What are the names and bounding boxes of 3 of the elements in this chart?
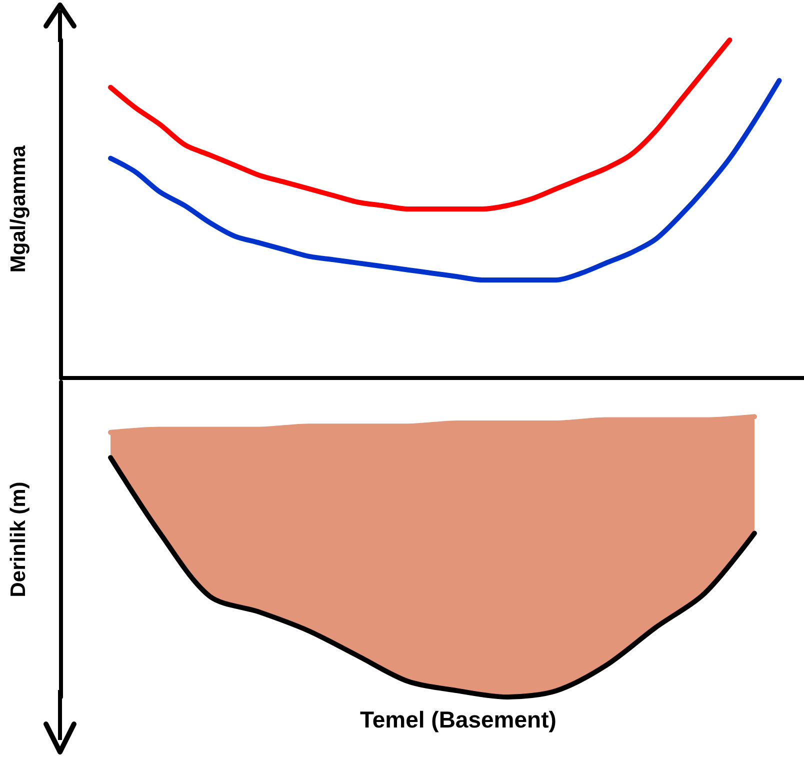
y-axis-title: Mgal/gamma [7,145,30,273]
y-axis-title: Derinlik (m) [7,482,30,598]
text: Temel (Basement) [360,706,556,732]
